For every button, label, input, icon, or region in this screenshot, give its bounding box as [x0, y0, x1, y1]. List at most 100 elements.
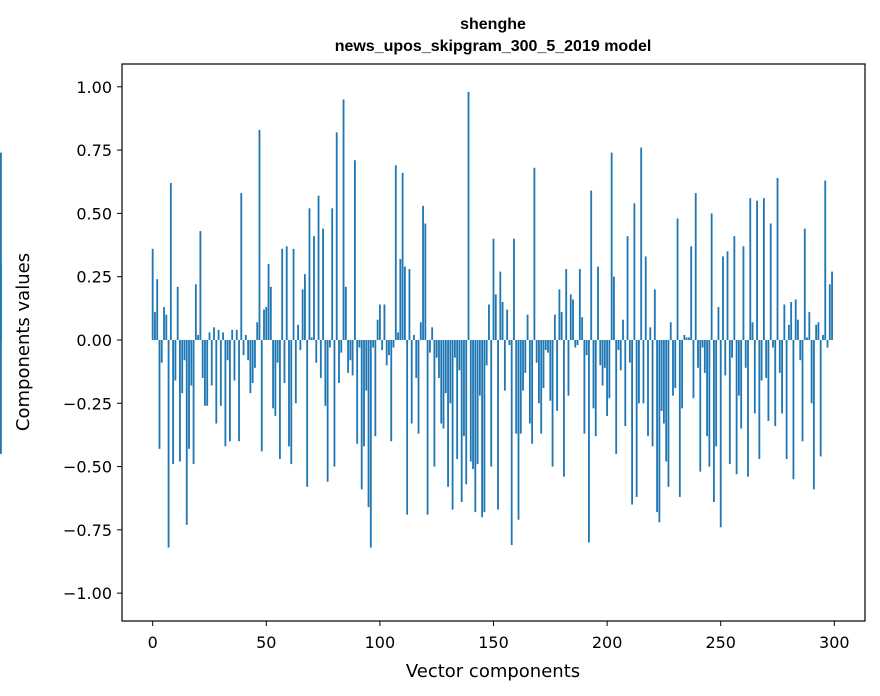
bar — [749, 198, 752, 340]
bar — [815, 324, 818, 340]
bar — [574, 339, 577, 348]
bar — [667, 339, 670, 487]
bar — [590, 190, 593, 340]
bar — [258, 129, 261, 340]
bar — [353, 160, 356, 340]
bar — [229, 339, 231, 442]
bar — [390, 339, 393, 442]
bar — [444, 339, 447, 394]
bar — [733, 236, 736, 340]
bar — [392, 339, 395, 348]
bar — [467, 91, 470, 340]
bar — [517, 339, 520, 520]
bar — [306, 339, 309, 487]
y-axis-ticks: 1.00 0.75 0.50 0.25 0.00 −0.25 −0.50 −0.75 −1.00 — [63, 78, 122, 603]
bar — [206, 339, 209, 406]
bar — [735, 339, 738, 475]
bar — [819, 339, 822, 457]
bar — [751, 322, 754, 340]
bar — [724, 339, 727, 376]
bar — [767, 339, 770, 421]
bar — [0, 339, 2, 454]
bar — [781, 339, 783, 414]
bar — [294, 339, 297, 404]
y-tick-label: −1.00 — [63, 584, 112, 603]
bar — [233, 339, 236, 381]
bar — [522, 339, 524, 391]
x-tick-label: 300 — [819, 633, 850, 652]
bar — [756, 200, 758, 340]
bar — [463, 339, 465, 437]
bar — [762, 198, 765, 340]
bar — [663, 339, 665, 424]
bar — [801, 339, 804, 442]
bar — [706, 339, 708, 437]
bar — [483, 339, 486, 513]
bar — [249, 339, 252, 394]
bar — [367, 339, 370, 508]
bar — [313, 236, 315, 340]
bar — [540, 339, 543, 434]
bar — [508, 339, 511, 346]
bar — [606, 339, 609, 416]
y-tick-label: −0.75 — [63, 521, 112, 540]
bar — [828, 284, 831, 340]
bar — [608, 339, 611, 399]
bar — [267, 264, 270, 340]
bar — [285, 246, 288, 340]
bar — [740, 339, 743, 429]
bar — [742, 246, 745, 340]
bar — [817, 322, 820, 340]
bar — [451, 339, 454, 510]
bar — [503, 339, 506, 391]
bar — [413, 334, 415, 340]
bar — [826, 339, 829, 348]
bar — [488, 304, 490, 340]
bar — [624, 339, 627, 427]
bar — [401, 172, 404, 340]
bar — [694, 193, 697, 340]
bar — [553, 314, 556, 340]
plot-frame — [121, 63, 866, 622]
bar — [244, 334, 247, 340]
bar — [567, 339, 570, 396]
bar — [224, 339, 227, 447]
bar — [340, 339, 343, 353]
bar — [597, 266, 599, 340]
bar — [778, 339, 781, 373]
bar — [381, 339, 384, 351]
bar — [238, 339, 240, 442]
bar — [197, 334, 200, 340]
bar — [619, 339, 622, 371]
bar — [635, 339, 638, 497]
bar — [558, 289, 561, 340]
bar — [292, 248, 295, 340]
bar — [549, 339, 552, 401]
bar — [785, 339, 788, 459]
bar — [360, 339, 363, 490]
bar — [242, 339, 245, 356]
bar — [717, 307, 720, 340]
bar — [628, 339, 631, 363]
bar — [513, 238, 515, 340]
bar — [631, 339, 634, 505]
bar — [254, 339, 256, 368]
bar — [347, 339, 349, 373]
y-tick-label: −0.50 — [63, 458, 112, 477]
bar — [519, 339, 522, 434]
bar — [774, 339, 777, 427]
bar — [385, 339, 388, 366]
bar — [333, 339, 336, 467]
bar — [290, 339, 293, 465]
bar — [722, 256, 724, 340]
bar — [447, 339, 449, 487]
bar — [642, 339, 645, 404]
bar — [783, 304, 786, 340]
bar — [419, 322, 422, 340]
y-tick-label: 0.25 — [76, 268, 112, 287]
bar — [797, 319, 799, 340]
bar — [485, 339, 488, 366]
bar — [442, 339, 445, 429]
bar — [388, 339, 390, 356]
